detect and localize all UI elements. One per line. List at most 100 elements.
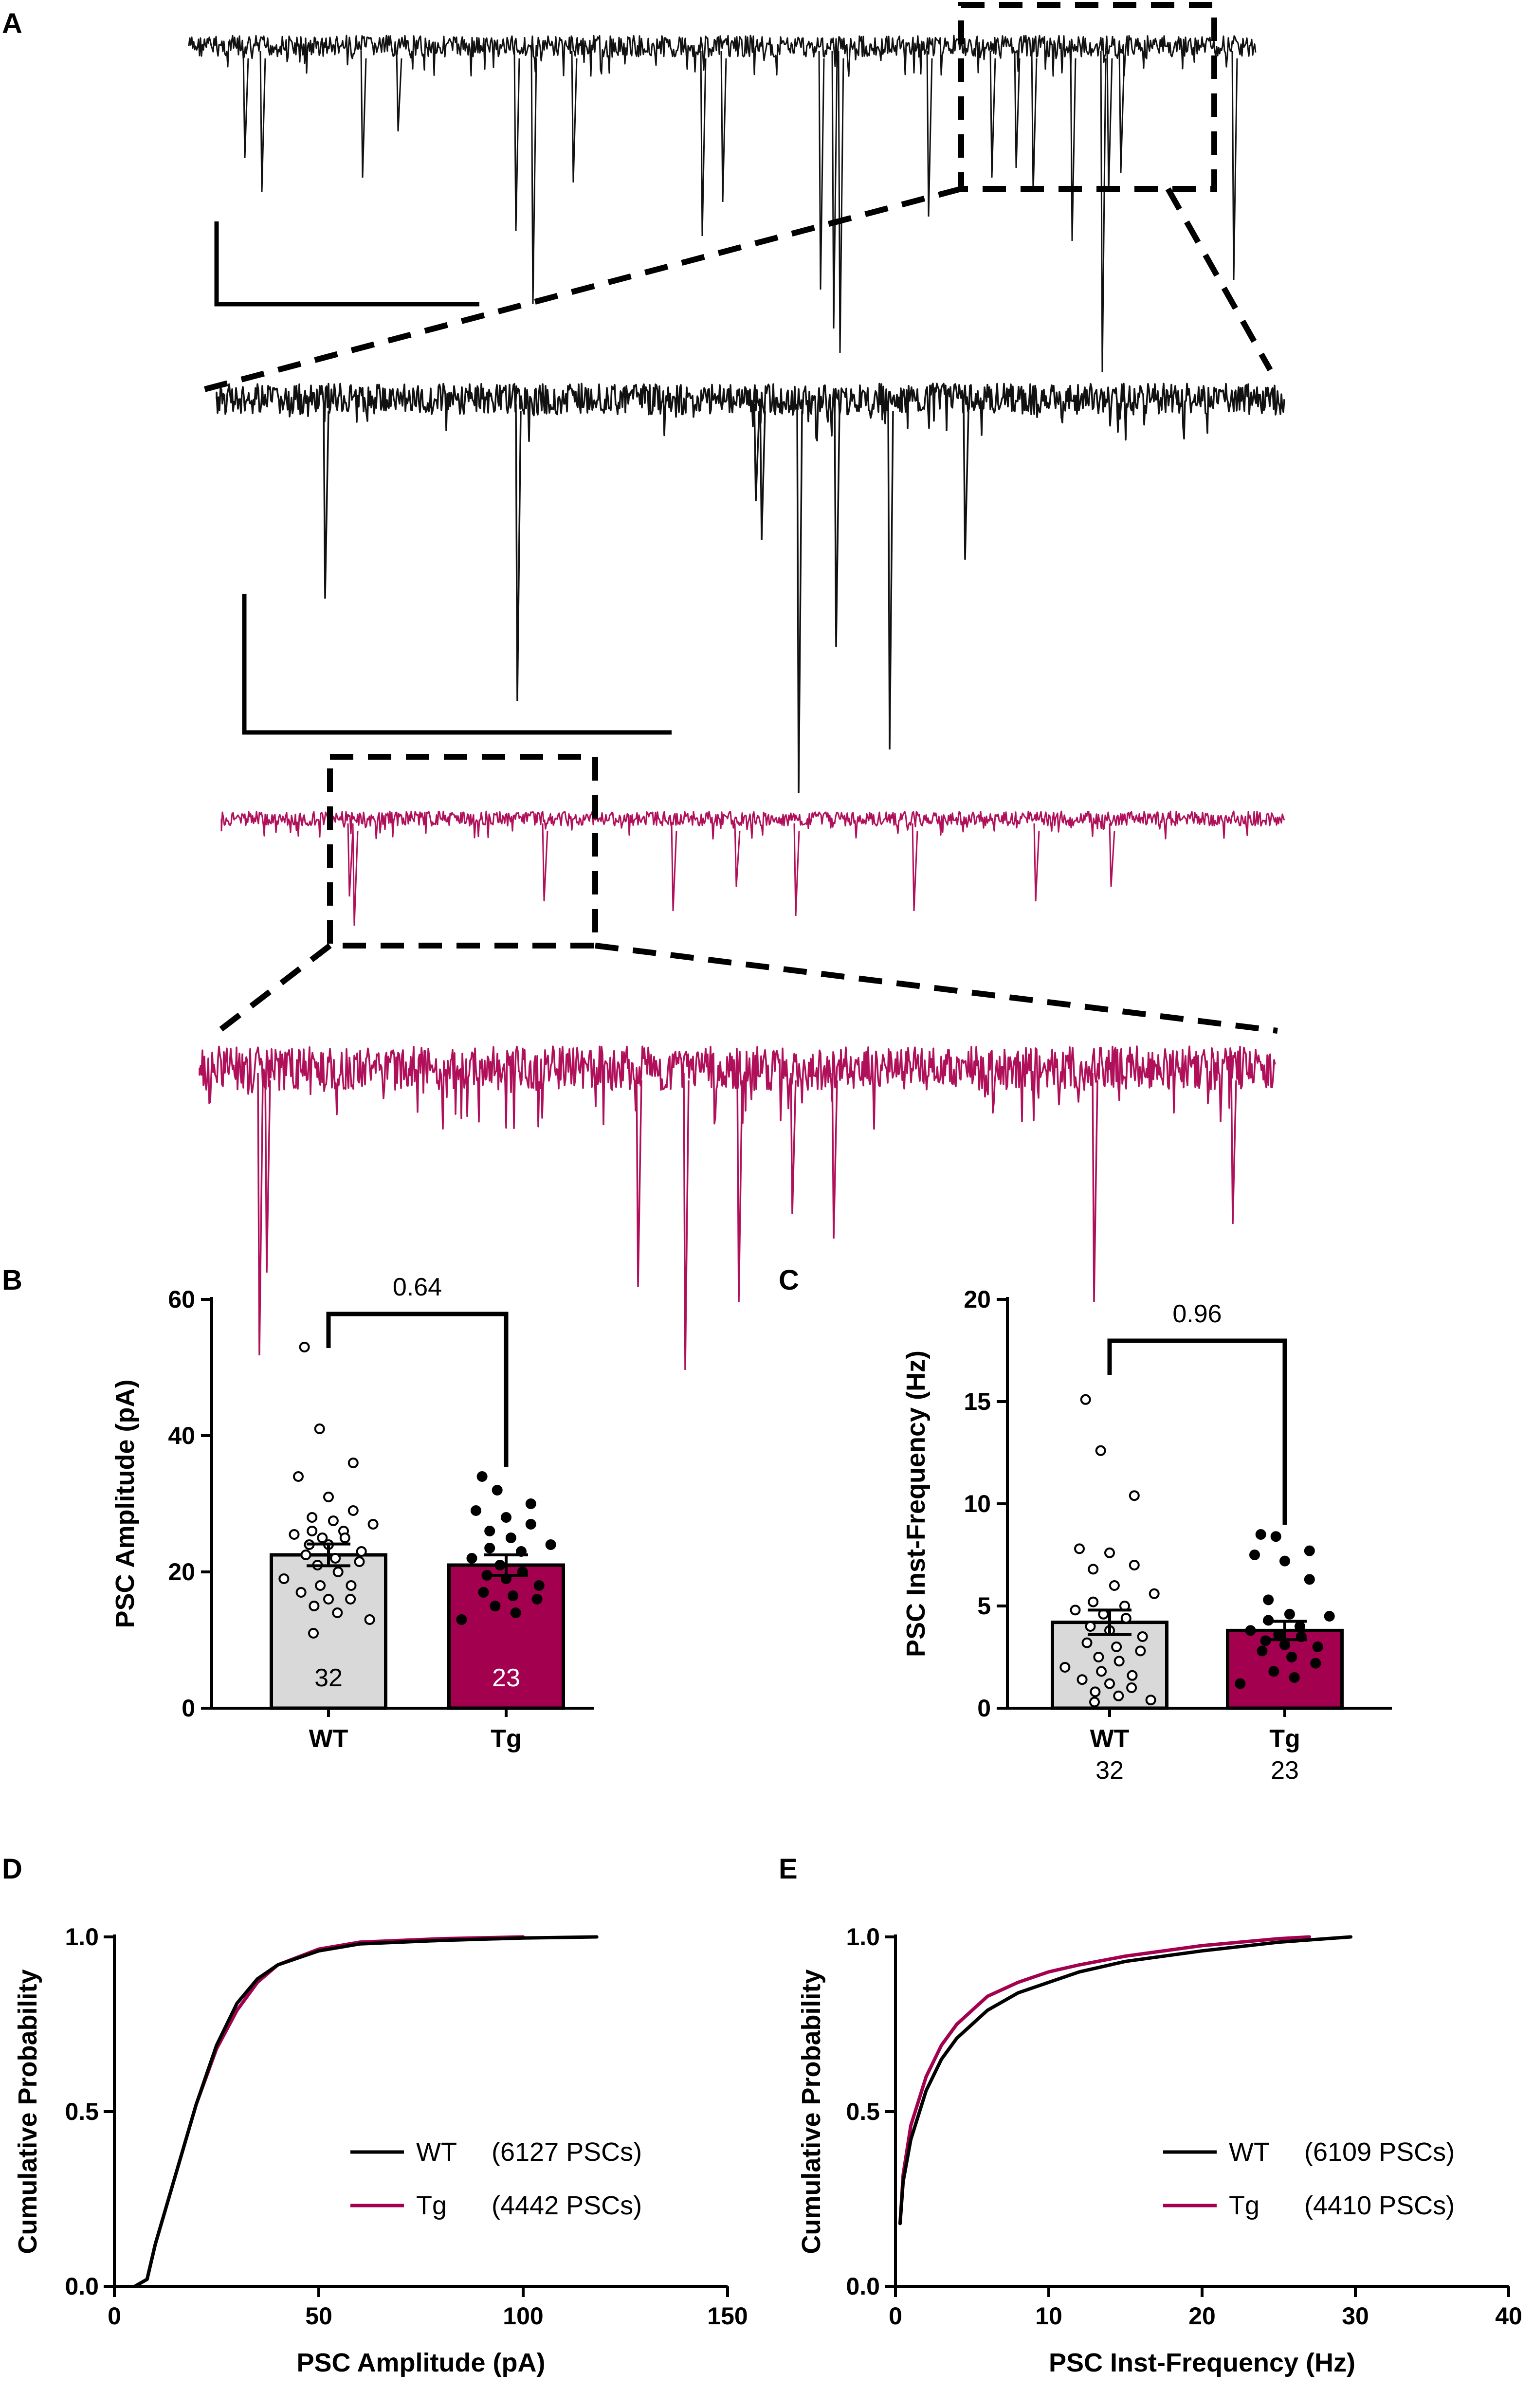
data-point-tg <box>1312 1642 1323 1652</box>
data-point-wt <box>1095 1445 1106 1456</box>
data-point-tg <box>456 1614 467 1625</box>
wt-trace-full-event <box>1106 51 1113 193</box>
data-point-wt <box>308 1628 319 1639</box>
wt-trace-full-event <box>513 51 520 232</box>
data-point-tg <box>1304 1574 1315 1585</box>
zoom-connector-tg-right <box>595 943 1278 1034</box>
data-point-tg <box>501 1512 511 1523</box>
data-point-wt <box>1077 1674 1088 1685</box>
data-point-tg <box>1270 1531 1281 1542</box>
category-label-tg: Tg <box>491 1725 522 1753</box>
data-point-tg <box>525 1519 536 1530</box>
legend-count-tg: (4410 PSCs) <box>1304 2191 1455 2220</box>
panel-b-amplitude-bar-chart: 0 20 40 60 PSC Amplitude (pA) WT 32 Tg 23 0.64 B <box>2 1264 594 1753</box>
legend-count-wt: (6127 PSCs) <box>492 2137 642 2167</box>
data-point-tg <box>1268 1666 1279 1677</box>
data-point-wt <box>1074 1543 1085 1554</box>
n-label-wt: 32 <box>1095 1756 1124 1785</box>
legend-label-wt: WT <box>1229 2137 1270 2167</box>
tg-trace-full-event <box>347 823 354 897</box>
data-point-wt <box>315 1580 326 1591</box>
wt-trace-zoom-event <box>834 403 840 648</box>
data-point-tg <box>1310 1658 1321 1669</box>
data-point-wt <box>1093 1652 1104 1662</box>
data-point-tg <box>1263 1594 1274 1605</box>
data-point-wt <box>1104 1678 1115 1689</box>
y-tick-label: 0 <box>977 1695 991 1722</box>
data-point-wt <box>1090 1686 1101 1697</box>
data-point-wt <box>1104 1547 1115 1558</box>
significance-bracket <box>1107 1338 1287 1525</box>
wt-trace-zoom-event <box>759 403 766 541</box>
data-point-tg <box>492 1485 503 1496</box>
data-point-tg <box>1279 1639 1290 1650</box>
data-point-tg <box>1324 1611 1335 1622</box>
data-point-wt <box>345 1594 356 1605</box>
data-point-wt <box>1126 1682 1137 1693</box>
wt-trace-full-event <box>1031 51 1038 193</box>
panel-letter-e: E <box>779 1853 798 1885</box>
data-point-wt <box>323 1594 334 1605</box>
tg-trace-zoom-event <box>831 1073 838 1239</box>
wt-trace-full-event <box>259 51 266 193</box>
data-point-tg <box>1284 1608 1295 1620</box>
wt-trace-zoom-event <box>963 403 969 560</box>
wt-trace-full-event <box>1118 51 1125 173</box>
tg-trace-full <box>220 810 1285 840</box>
data-point-wt <box>1137 1631 1148 1642</box>
data-point-tg <box>476 1471 488 1482</box>
tg-trace-zoom-event <box>683 1073 690 1370</box>
y-tick-label: 0.5 <box>846 2098 880 2125</box>
data-point-wt <box>1113 1690 1124 1701</box>
panel-c-frequency-bar-chart: 0 5 10 15 20 PSC Inst-Frequency (Hz) WT 32 Tg 23 0… <box>779 1264 1392 1785</box>
data-point-wt <box>1149 1588 1160 1599</box>
cdf-line-wt <box>133 1935 599 2288</box>
wt-trace-zoom-event <box>515 403 522 701</box>
data-point-wt <box>1129 1560 1140 1570</box>
wt-trace-full-event <box>989 51 996 178</box>
data-point-wt <box>307 1512 318 1523</box>
data-point-tg <box>1304 1545 1315 1556</box>
bar-tg <box>447 1563 565 1710</box>
wt-trace-full-event <box>360 51 367 178</box>
data-point-tg <box>510 1607 521 1618</box>
data-point-tg <box>1235 1678 1246 1689</box>
data-point-wt <box>323 1492 334 1502</box>
cdf-line-tg <box>898 1935 1311 2226</box>
x-tick-label: 150 <box>707 2302 748 2330</box>
data-point-tg <box>525 1498 536 1509</box>
x-axis-title: PSC Inst-Frequency (Hz) <box>1049 2348 1355 2377</box>
tg-trace-zoom <box>199 1045 1276 1130</box>
x-tick-label: 10 <box>1035 2302 1062 2330</box>
x-tick-label: 20 <box>1188 2302 1216 2330</box>
data-point-wt <box>1088 1564 1099 1575</box>
y-axis-title: PSC Amplitude (pA) <box>110 1380 140 1628</box>
wt-trace-full-event <box>700 51 707 237</box>
y-tick-label: 0.5 <box>65 2098 99 2125</box>
wt-trace-full-event <box>1231 51 1238 280</box>
wt-trace-zoom <box>216 383 1285 442</box>
tg-trace-full-event <box>542 823 548 902</box>
data-point-wt <box>1111 1642 1122 1652</box>
data-point-wt <box>1135 1645 1146 1657</box>
scale-bar-1 <box>214 221 479 307</box>
y-tick-label: 0.0 <box>846 2273 880 2300</box>
tg-trace-full-event <box>1033 823 1040 902</box>
data-point-wt <box>354 1556 365 1567</box>
panel-a-traces: A <box>2 2 1285 1370</box>
n-label-wt: 32 <box>314 1664 343 1692</box>
tg-trace-full-event <box>1109 823 1115 887</box>
wt-trace-zoom-event <box>323 403 329 599</box>
scale-bar-2 <box>242 594 672 735</box>
data-point-wt <box>307 1526 318 1536</box>
data-point-wt <box>356 1546 367 1557</box>
data-point-tg <box>545 1539 556 1550</box>
data-point-wt <box>328 1515 339 1526</box>
data-point-wt <box>347 1458 359 1468</box>
y-axis-title: PSC Inst-Frequency (Hz) <box>901 1350 931 1657</box>
data-point-tg <box>1255 1529 1266 1540</box>
y-tick-label: 40 <box>168 1422 195 1449</box>
legend-label-tg: Tg <box>416 2191 447 2220</box>
panel-letter-d: D <box>2 1853 22 1885</box>
